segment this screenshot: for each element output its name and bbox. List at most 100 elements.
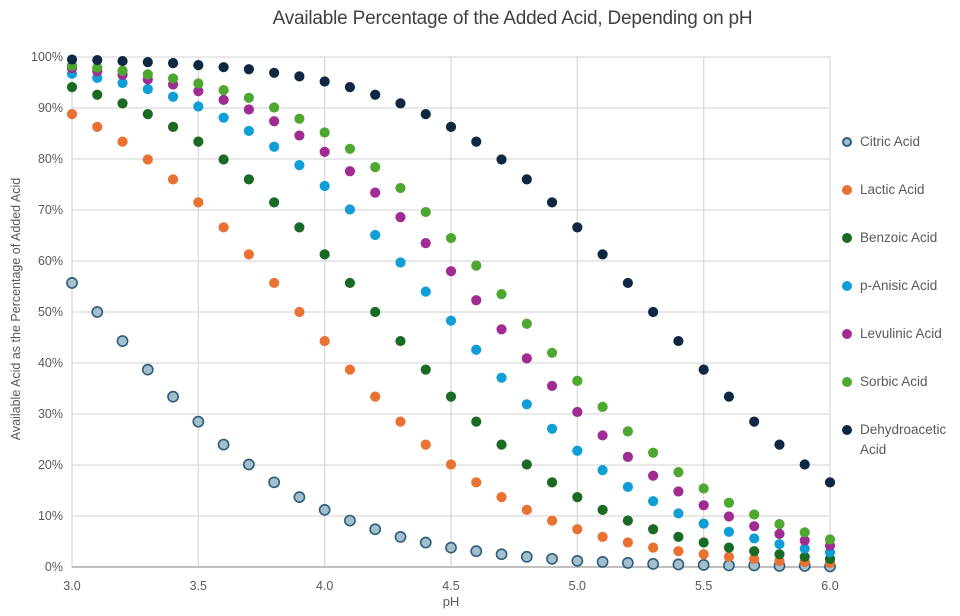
data-point	[319, 76, 330, 87]
data-point	[597, 249, 608, 260]
data-point	[749, 553, 760, 564]
data-point	[824, 477, 836, 488]
y-tick-label: 90%	[38, 101, 63, 115]
data-point	[369, 523, 382, 536]
data-point	[572, 445, 583, 456]
data-point	[370, 391, 381, 402]
data-point	[269, 102, 280, 113]
y-tick-label: 60%	[38, 254, 63, 268]
data-point	[344, 364, 356, 375]
x-tick-label: 6.0	[821, 579, 838, 593]
data-point	[167, 91, 179, 102]
legend-item: Citric Acid	[842, 118, 960, 166]
data-point	[471, 260, 482, 271]
data-point	[521, 459, 532, 470]
legend-item: Levulinic Acid	[842, 310, 960, 358]
data-point	[192, 415, 205, 428]
data-point	[242, 458, 255, 471]
data-point	[648, 306, 659, 318]
data-point	[66, 109, 78, 120]
data-point	[445, 391, 457, 402]
data-point	[673, 546, 684, 557]
data-point	[294, 306, 305, 318]
data-point	[218, 62, 229, 73]
data-point	[471, 344, 482, 355]
data-point	[521, 318, 532, 329]
data-point	[749, 521, 760, 532]
data-point	[117, 77, 128, 89]
data-point	[66, 277, 78, 289]
data-point	[420, 439, 431, 450]
y-tick-label: 50%	[38, 305, 63, 319]
data-point	[66, 54, 78, 65]
data-point	[723, 542, 735, 553]
legend-item: Lactic Acid	[842, 166, 960, 214]
data-point	[470, 545, 483, 558]
y-tick-label: 80%	[38, 152, 63, 166]
data-point	[471, 136, 482, 147]
data-point	[319, 146, 330, 157]
data-point	[92, 121, 103, 132]
data-point	[799, 543, 810, 554]
data-point	[193, 136, 204, 147]
data-point	[370, 187, 381, 198]
data-point	[597, 531, 608, 543]
data-point	[572, 222, 583, 233]
data-point	[92, 54, 103, 66]
data-point	[622, 451, 633, 462]
data-point	[243, 125, 254, 137]
legend-item: Sorbic Acid	[842, 358, 960, 406]
data-point	[218, 112, 229, 123]
data-point	[496, 154, 507, 165]
data-point	[496, 492, 507, 503]
data-point	[672, 558, 685, 571]
data-point	[749, 416, 760, 427]
data-point	[520, 550, 533, 563]
data-point	[193, 86, 204, 97]
data-point	[420, 364, 431, 375]
data-point	[193, 78, 204, 89]
data-point	[749, 546, 760, 557]
data-point	[420, 206, 431, 218]
data-point	[344, 166, 356, 177]
data-point	[193, 197, 204, 208]
data-point	[420, 286, 431, 297]
x-axis-title: pH	[442, 594, 460, 609]
data-point	[824, 534, 836, 545]
x-tick-label: 3.0	[63, 579, 80, 593]
data-point	[370, 229, 381, 241]
data-point	[243, 174, 254, 185]
data-point	[117, 136, 128, 147]
data-point	[698, 500, 709, 511]
legend-item: p-Anisic Acid	[842, 262, 960, 310]
legend-label: Lactic Acid	[860, 182, 925, 198]
legend-label: Sorbic Acid	[860, 374, 928, 390]
data-point	[596, 556, 609, 568]
data-point	[521, 353, 532, 364]
data-point	[673, 467, 684, 478]
data-point	[723, 559, 735, 572]
data-point	[622, 537, 633, 548]
data-point	[319, 180, 330, 192]
data-point	[723, 511, 735, 522]
x-tick-label: 4.5	[442, 579, 459, 593]
legend-marker-icon	[842, 233, 852, 243]
data-point	[496, 439, 507, 450]
legend: Citric Acid Lactic Acid Benzoic Acid p-Anis…	[842, 118, 960, 468]
data-point	[496, 324, 507, 335]
data-point	[269, 116, 280, 127]
chart-title: Available Percentage of the Added Acid, …	[272, 8, 753, 29]
data-point	[419, 536, 432, 549]
data-point	[597, 401, 608, 412]
data-point	[269, 141, 280, 152]
legend-marker-icon	[842, 137, 852, 147]
y-tick-label: 40%	[38, 356, 63, 370]
data-point	[142, 154, 153, 165]
data-point	[193, 101, 204, 112]
data-point	[294, 113, 305, 124]
data-point	[142, 84, 153, 95]
data-point	[799, 535, 810, 546]
y-tick-label: 20%	[38, 458, 63, 472]
data-point	[217, 438, 230, 451]
